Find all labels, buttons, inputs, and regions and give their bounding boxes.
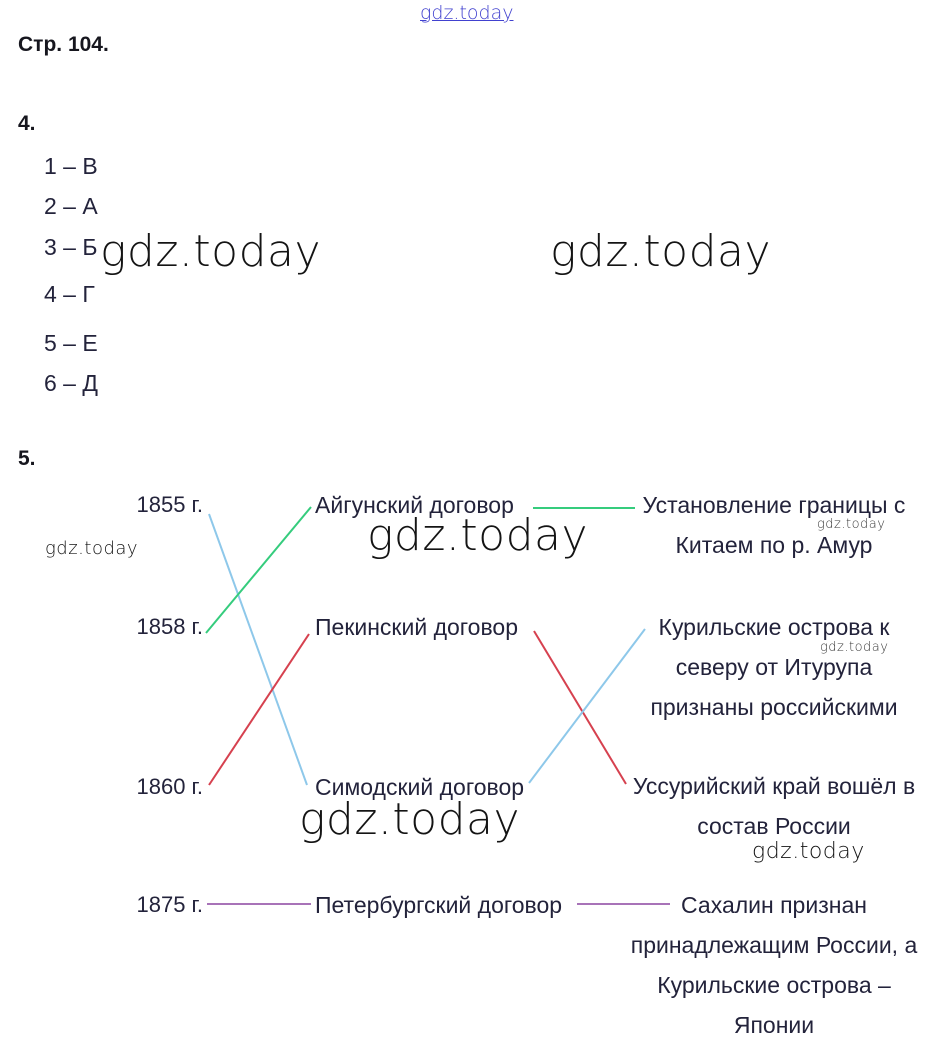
treaty-simodsky: Симодский договор [315,774,525,800]
result-line: Уссурийский край вошёл в [632,773,916,799]
task4-answer-6: 6 – Д [44,370,98,396]
result-sakhalin-japan: Сахалин признан принадлежащим России, а … [628,885,920,1045]
result-amur-border: Установление границы с Китаем по р. Амур [628,485,920,565]
watermark-tiny-row2: gdz.today [820,640,889,655]
connection-line-1858-aigunsky [205,506,312,634]
year-1858: 1858 г. [136,614,203,639]
treaty-aigunsky: Айгунский договор [315,492,514,518]
year-1860: 1860 г. [136,774,203,799]
task4-answer-1: 1 – В [44,153,98,179]
result-line: состав России [697,813,851,839]
watermark-large-bottom: gdz.today [299,794,521,845]
result-kuril-russian: Курильские острова к северу от Итурупа п… [628,607,920,727]
result-line: принадлежащим России, а [630,932,918,958]
result-line: северу от Итурупа [675,654,873,680]
result-line: признаны российскими [650,694,898,720]
site-watermark-link[interactable]: gdz.today [420,2,514,24]
watermark-small-left: gdz.today [45,538,139,559]
page-title: Стр. 104. [18,33,109,56]
watermark-large-left: gdz.today [100,226,322,277]
watermark-large-center: gdz.today [367,510,589,561]
treaty-pekinsky: Пекинский договор [315,614,519,640]
task4-answer-4: 4 – Г [44,281,95,307]
connection-line-pekinsky-result [533,630,627,785]
result-line: Установление границы с [642,492,906,518]
task4-answer-2: 2 – А [44,193,98,219]
result-line: Китаем по р. Амур [675,532,873,558]
treaty-peterburgsky: Петербургский договор [315,892,563,918]
year-1855: 1855 г. [136,492,203,517]
watermark-tiny-row1: gdz.today [817,517,886,532]
result-line: Курильские острова к [658,614,890,640]
task4-answer-3: 3 – Б [44,234,98,260]
task5-number: 5. [18,447,36,470]
watermark-large-right: gdz.today [550,226,772,277]
result-line: Курильские острова – [657,972,891,998]
task4-answer-5: 5 – Е [44,330,98,356]
result-ussuri-krai: Уссурийский край вошёл в состав России [628,766,920,846]
task4-number: 4. [18,112,36,135]
connection-line-1855-simodsky [208,513,308,786]
year-1875: 1875 г. [136,892,203,917]
connection-line-1860-pekinsky [208,633,310,786]
result-line: Сахалин признан [681,892,867,918]
result-line: Японии [733,1012,815,1038]
watermark-medium-right: gdz.today [752,839,865,864]
